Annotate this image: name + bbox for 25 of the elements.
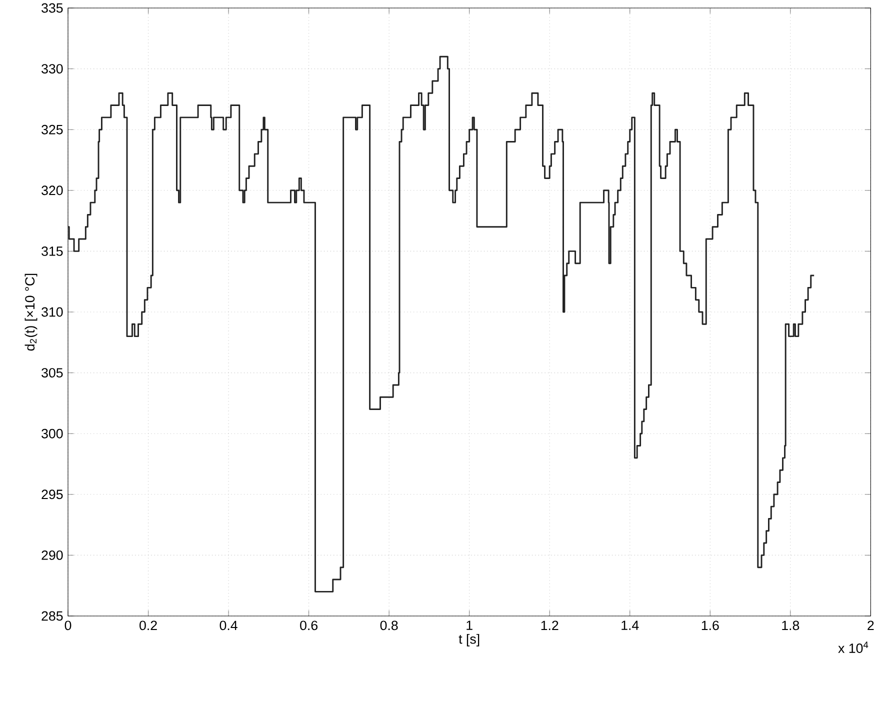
x-tick-label: 0.8 — [380, 620, 398, 630]
x-tick-label: 2 — [868, 620, 874, 630]
x-tick-label: 1.4 — [622, 620, 639, 630]
x-tick-label: 1.6 — [702, 620, 719, 630]
y-tick-label: 290 — [42, 550, 63, 560]
y-tick-label: 315 — [42, 246, 63, 256]
x-tick-label: 0 — [64, 620, 72, 630]
y-tick-label: 330 — [42, 64, 63, 74]
x-tick-label: 1.8 — [782, 620, 800, 630]
x-axis-title: t [s] — [458, 634, 480, 646]
x-tick-label: 1 — [466, 620, 472, 630]
x-tick-label: 0.4 — [220, 620, 238, 630]
y-tick-label: 320 — [42, 186, 63, 196]
y-tick-label: 335 — [42, 3, 63, 13]
text: x 10$^{4}$ — [838, 642, 868, 653]
y-axis-title: d$_{2}$(t) [×10 °C] — [24, 274, 38, 351]
y-tick-label: 325 — [42, 124, 63, 134]
x-tick-label: 0.6 — [300, 620, 318, 630]
x-tick-label: 0.2 — [140, 620, 157, 630]
y-tick-label: 295 — [42, 490, 63, 500]
y-tick-label: 285 — [42, 611, 63, 621]
y-tick-label: 300 — [42, 428, 63, 438]
x-tick-label: 1.2 — [541, 620, 558, 630]
y-tick-label: 305 — [42, 368, 63, 378]
y-tick-label: 310 — [42, 307, 63, 317]
